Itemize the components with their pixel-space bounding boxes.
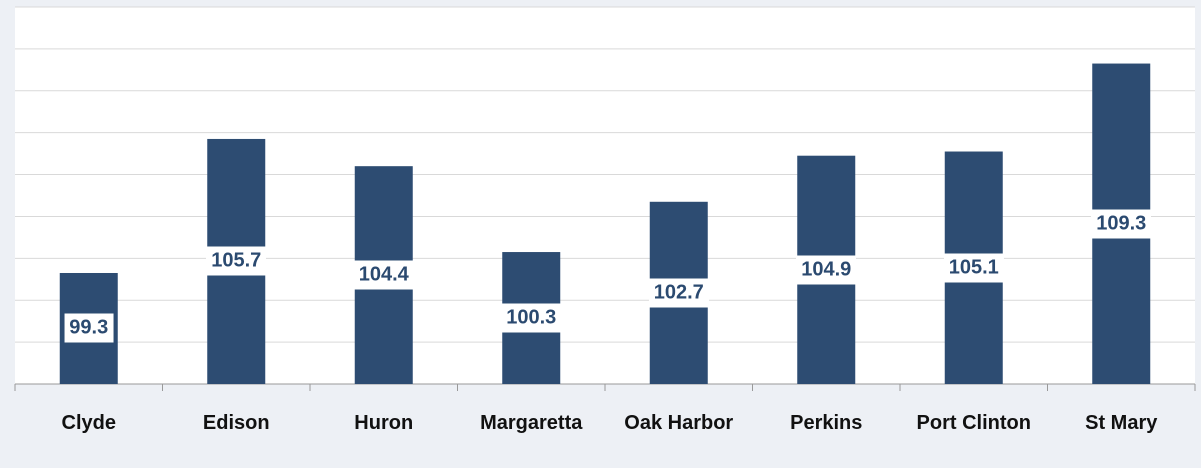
x-tick-label: Port Clinton xyxy=(914,410,1034,436)
x-tick-label: Oak Harbor xyxy=(619,410,739,436)
value-label-text: 104.4 xyxy=(358,263,409,286)
value-label: 99.3 xyxy=(64,313,114,343)
value-label-text: 109.3 xyxy=(1096,212,1147,235)
value-label: 104.4 xyxy=(353,260,414,290)
value-label: 104.9 xyxy=(796,255,857,285)
value-label: 102.7 xyxy=(648,278,709,308)
value-label-text: 99.3 xyxy=(69,316,109,339)
value-label: 105.1 xyxy=(943,253,1004,283)
x-tick-label-text: Huron xyxy=(354,412,414,434)
x-tick-label-text: Margaretta xyxy=(480,412,583,434)
x-tick-label-text: Clyde xyxy=(61,412,116,434)
x-tick-label-text: Oak Harbor xyxy=(624,412,734,434)
x-tick-label-text: Perkins xyxy=(790,412,863,434)
x-tick-label: Clyde xyxy=(29,410,149,436)
value-label-text: 100.3 xyxy=(506,306,557,329)
x-tick-label: Edison xyxy=(176,410,296,436)
value-label: 105.7 xyxy=(206,246,267,276)
value-label-text: 102.7 xyxy=(653,281,704,304)
x-tick-label: Huron xyxy=(324,410,444,436)
plot-area xyxy=(15,7,1195,384)
value-label: 109.3 xyxy=(1091,209,1152,239)
x-tick-label: St Mary xyxy=(1061,410,1181,436)
x-tick-label-text: Port Clinton xyxy=(916,412,1031,434)
value-label-text: 104.9 xyxy=(801,258,852,281)
x-tick-label-text: Edison xyxy=(202,412,270,434)
value-label-text: 105.1 xyxy=(948,256,999,279)
x-tick-label-text: St Mary xyxy=(1085,412,1158,434)
value-label-text: 105.7 xyxy=(211,249,262,272)
value-label: 100.3 xyxy=(501,303,562,333)
x-tick-label: Margaretta xyxy=(471,410,591,436)
x-tick-label: Perkins xyxy=(766,410,886,436)
